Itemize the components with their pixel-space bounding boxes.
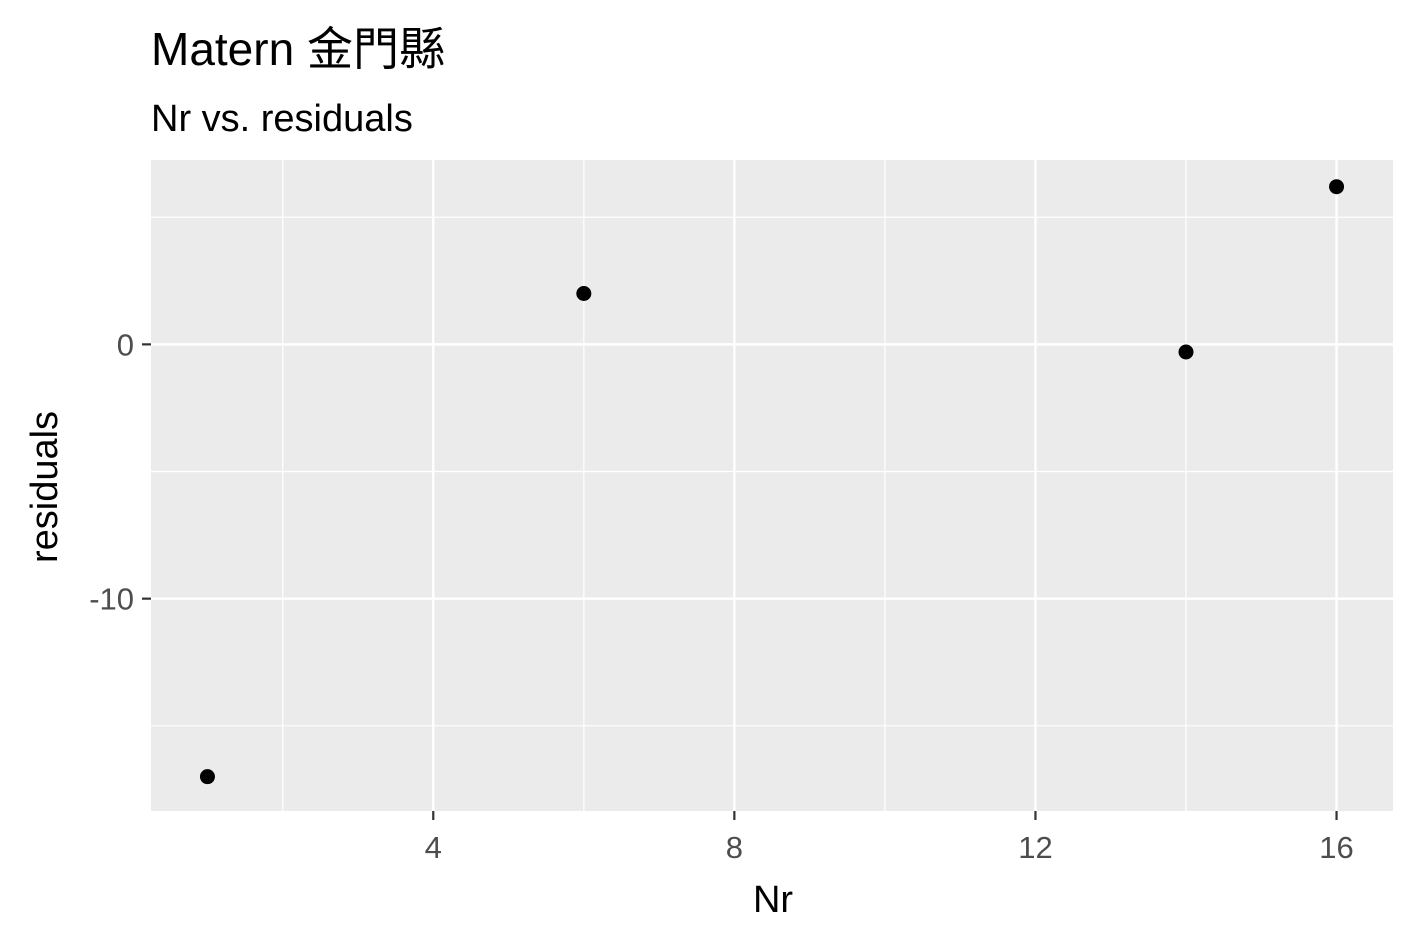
data-point-2 [1178,344,1194,360]
x-tick-label-2: 12 [1018,830,1052,865]
y-tick-label-1: -10 [89,582,134,617]
chart-title: Matern 金門縣 [151,23,445,75]
x-axis: 4 8 12 16 [425,811,1354,865]
x-tick-label-0: 4 [425,830,442,865]
y-axis-title: residuals [24,411,66,563]
major-gridlines [151,160,1393,811]
minor-gridlines [151,160,1393,811]
x-axis-title: Nr [753,879,793,921]
data-point-0 [199,769,215,785]
y-tick-label-0: 0 [117,327,134,362]
data-points [199,179,1345,785]
plot-panel [151,160,1393,811]
x-tick-label-3: 16 [1319,830,1353,865]
data-point-3 [1329,179,1345,195]
x-tick-label-1: 8 [726,830,743,865]
y-axis: 0 -10 [89,327,151,617]
data-point-1 [576,286,592,302]
chart-subtitle: Nr vs. residuals [151,98,413,140]
